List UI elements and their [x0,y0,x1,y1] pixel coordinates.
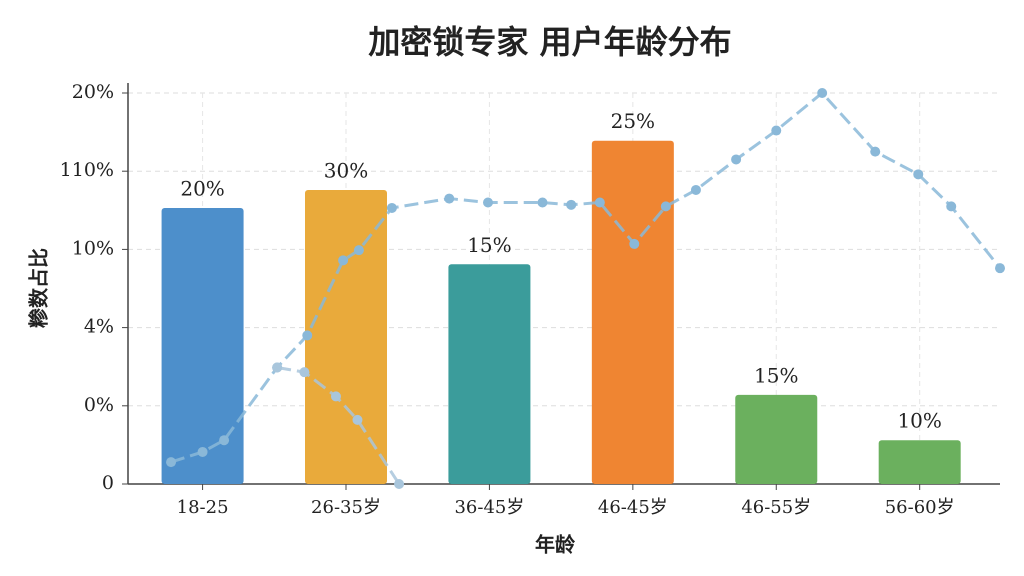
y-axis-title: 糁数占比 [27,248,51,328]
line-point [299,367,310,378]
y-tick-label: 4% [84,316,114,338]
y-tick-label: 0% [84,394,114,416]
y-tick-label: 110% [60,159,114,181]
x-tick-label: 56-60岁 [885,497,955,518]
line-point [690,184,701,195]
bar-label: 15% [754,363,798,387]
y-tick-label: 10% [72,237,114,259]
line-point [386,202,397,213]
line-point [482,197,493,208]
line-point [219,435,230,446]
x-tick-label: 46-55岁 [741,497,811,518]
x-axis-title: 年龄 [535,533,576,557]
chart-title: 加密锁专家 用户年龄分布 [368,23,731,61]
line-point [731,154,742,165]
line-point [444,193,455,204]
line-point [995,263,1005,274]
bar-label: 20% [180,176,224,200]
line-point [913,169,924,180]
line-point [353,245,364,256]
line-point [272,362,283,373]
x-tick-label: 18-25 [177,497,229,518]
line-point [594,197,605,208]
line-point [166,457,177,468]
line-point [330,391,341,402]
x-tick-label: 46-45岁 [598,497,668,518]
y-tick-label: 20% [72,81,114,103]
bar-label: 10% [897,409,941,433]
line-point [537,197,548,208]
line-point [566,199,577,210]
line-point [302,330,313,341]
bar [878,440,961,484]
bar [448,264,531,484]
bar-label: 15% [467,233,511,257]
line-point [870,146,881,157]
bar [305,189,387,484]
bar [161,207,244,485]
bar-label: 30% [324,158,368,182]
line-point [771,125,782,136]
x-tick-label: 36-45岁 [454,497,524,518]
x-tick-label: 26-35岁 [311,497,381,518]
bar [735,394,818,484]
line-point [660,201,671,212]
line-point [817,88,828,98]
line-point [394,479,405,489]
bar [591,140,674,484]
line-point [946,201,957,212]
line-point [338,255,349,266]
line-point [352,414,363,425]
line-point [197,446,208,457]
line-point [629,238,640,249]
bar-label: 25% [611,109,655,133]
y-tick-label: 0 [102,472,114,494]
